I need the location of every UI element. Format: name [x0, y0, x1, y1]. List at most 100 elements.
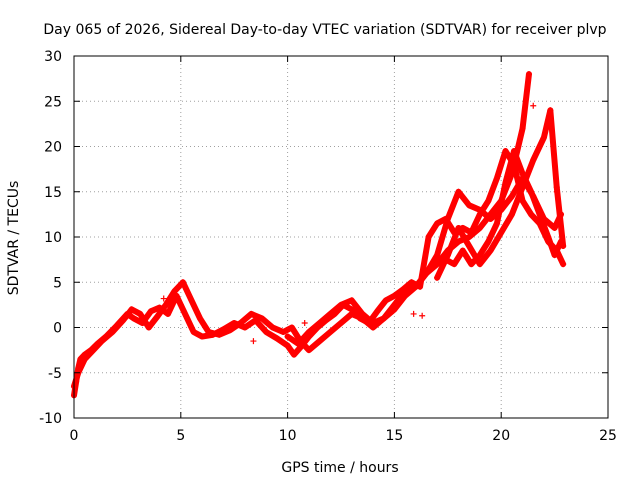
data-point	[468, 261, 475, 268]
data-point	[188, 297, 195, 304]
data-point	[90, 347, 97, 354]
data-point	[305, 329, 312, 336]
data-point	[502, 179, 509, 186]
data-point	[280, 329, 287, 336]
data-point	[402, 292, 409, 299]
data-point	[190, 329, 197, 336]
data-point	[498, 229, 505, 236]
data-point	[444, 215, 451, 222]
data-point	[305, 347, 312, 354]
data-point	[558, 238, 565, 245]
data-point	[551, 252, 558, 259]
axis-ticks	[73, 55, 609, 419]
data-point	[485, 238, 492, 245]
data-point	[327, 310, 334, 317]
data-point	[237, 319, 244, 326]
data-point	[476, 224, 483, 231]
data-point	[154, 313, 161, 320]
data-point	[382, 297, 389, 304]
data-point	[226, 327, 233, 334]
outlier-point	[301, 319, 308, 326]
data-point	[485, 197, 492, 204]
data-point	[519, 170, 526, 177]
data-point	[423, 270, 430, 277]
y-tick-label: 0	[53, 321, 62, 337]
data-point	[536, 211, 543, 218]
x-tick-label: 25	[599, 428, 617, 444]
data-point	[487, 247, 494, 254]
data-point	[455, 188, 462, 195]
data-point	[508, 211, 515, 218]
data-point	[508, 193, 515, 200]
outlier-point	[250, 338, 257, 345]
data-point	[147, 308, 154, 315]
data-point	[338, 301, 344, 308]
y-tick-label: 30	[44, 49, 62, 65]
x-tick-label: 0	[70, 428, 79, 444]
data-point	[130, 315, 137, 322]
data-point	[476, 206, 483, 213]
data-point	[530, 157, 537, 164]
data-point	[434, 252, 441, 259]
data-point	[502, 148, 509, 155]
data-point	[476, 261, 483, 268]
data-point	[434, 274, 441, 281]
data-point	[408, 279, 415, 286]
data-point	[216, 331, 223, 338]
data-point	[164, 310, 171, 317]
x-tick-label: 10	[279, 428, 297, 444]
data-point	[466, 243, 473, 250]
data-series	[71, 71, 567, 399]
data-point	[519, 184, 526, 191]
data-point	[466, 202, 473, 209]
y-tick-label: -5	[48, 366, 62, 382]
data-point	[511, 148, 518, 155]
series-track-e	[442, 148, 565, 268]
data-point	[327, 329, 334, 336]
data-point	[370, 319, 377, 326]
outlier-point	[160, 295, 167, 302]
data-point	[455, 238, 462, 245]
data-point	[493, 175, 500, 182]
x-tick-label: 5	[176, 428, 185, 444]
data-point	[197, 315, 204, 322]
data-point	[177, 301, 184, 308]
data-point	[528, 211, 535, 218]
data-point	[425, 234, 432, 240]
data-point	[444, 252, 451, 259]
data-point	[348, 310, 355, 317]
data-point	[551, 224, 558, 231]
data-point	[487, 215, 494, 222]
data-point	[451, 261, 458, 268]
data-point	[359, 310, 366, 317]
data-point	[455, 224, 462, 231]
outlier-point	[530, 102, 537, 109]
chart-title: Day 065 of 2026, Sidereal Day-to-day VTE…	[43, 22, 606, 38]
data-point	[273, 335, 280, 342]
data-point	[171, 288, 178, 295]
data-point	[162, 301, 169, 308]
y-tick-label: 5	[53, 275, 62, 291]
data-point	[291, 351, 298, 358]
y-tick-label: 10	[44, 230, 62, 246]
data-point	[528, 188, 535, 195]
x-tick-label: 15	[385, 428, 403, 444]
data-point	[391, 292, 398, 299]
data-point	[263, 329, 270, 336]
data-point	[284, 333, 291, 340]
data-point	[442, 256, 449, 263]
data-point	[316, 319, 323, 326]
data-point	[391, 306, 398, 313]
data-point	[519, 197, 526, 204]
data-point	[380, 315, 387, 322]
data-point	[519, 125, 526, 132]
data-point	[540, 134, 547, 141]
data-point	[137, 310, 144, 317]
y-tick-label: 25	[44, 94, 62, 110]
outlier-point	[553, 188, 560, 195]
data-point	[109, 329, 116, 336]
x-tick-label: 20	[492, 428, 510, 444]
data-point	[199, 333, 206, 340]
data-point	[316, 338, 323, 345]
data-point	[476, 252, 483, 259]
